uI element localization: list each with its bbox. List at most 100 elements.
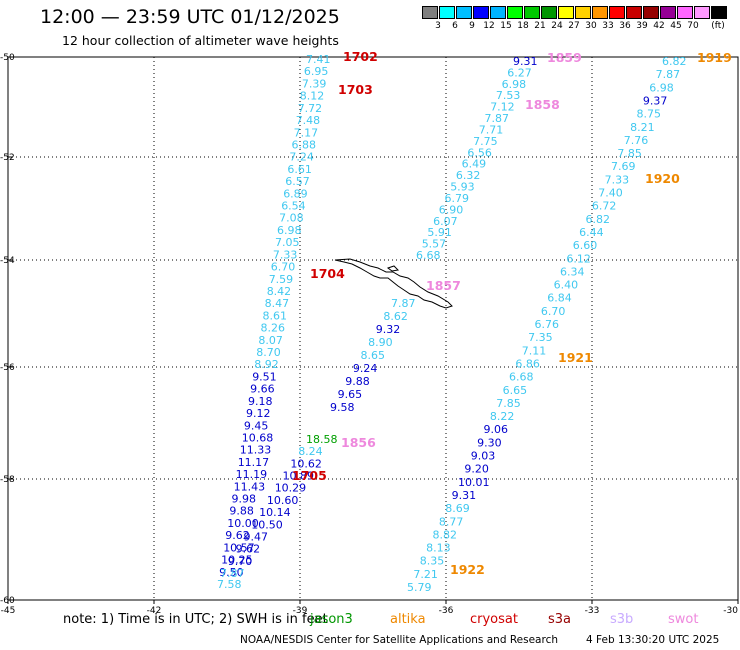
satellite-legend-item: cryosat [470,612,518,627]
wave-height-value: 9.32 [376,323,401,336]
wave-height-value: 10.62 [290,457,322,470]
wave-height-value: 9.58 [330,401,355,414]
wave-height-value: 6.82 [662,55,687,68]
wave-height-value: 8.12 [300,90,325,103]
wave-height-value: 10.57 [223,541,255,554]
wave-height-value: 6.68 [509,371,534,384]
colorbar-label: 18 [517,21,529,31]
wave-height-value: 7.87 [656,68,681,81]
wave-height-value: 6.44 [579,226,604,239]
colorbar-label: 12 [483,21,495,31]
wave-height-value: 9.45 [244,419,269,432]
wave-height-value: 9.12 [246,407,271,420]
wave-height-value: 9.18 [248,395,273,408]
wave-height-value: 6.65 [503,384,527,397]
wave-height-value: 7.40 [598,187,623,200]
wave-height-value: 5.91 [427,226,452,239]
wave-height-value: 6.79 [445,192,470,205]
latitude-label: -54 [0,256,15,266]
wave-height-value: 9.50 [219,566,244,579]
satellite-legend-item: s3b [610,612,634,627]
colorbar-swatch [677,6,693,19]
wave-height-value: 8.26 [261,322,286,335]
wave-height-value: 9.24 [353,362,378,375]
wave-height-value: 7.58 [217,578,242,591]
wave-height-value: 6.88 [292,139,317,152]
wave-height-value: 7.87 [220,567,245,580]
colorbar-swatch [711,6,727,19]
wave-height-value: 6.84 [547,292,572,305]
wave-height-value: 6.07 [433,215,458,228]
longitude-label: -30 [723,606,738,616]
colorbar-label: 24 [551,21,563,31]
wave-height-value: 9.98 [232,493,257,506]
wave-height-value: 6.12 [566,252,591,265]
wave-height-value: 8.77 [439,515,464,528]
wave-height-value: 9.37 [643,94,668,107]
wave-height-value: 8.35 [420,555,445,568]
wave-height-value: 7.17 [294,126,319,139]
wave-height-value: 10.25 [221,554,253,567]
chart-subtitle: 12 hour collection of altimeter wave hei… [62,33,339,48]
wave-height-value: 6.56 [467,146,492,159]
wave-height-value: 6.40 [554,279,579,292]
wave-height-value: 7.59 [269,273,294,286]
wave-height-value: 8.70 [256,346,281,359]
altimeter-track: 6.827.876.989.378.758.217.767.857.697.33… [407,55,687,594]
wave-height-value: 11.17 [238,456,270,469]
wave-height-value: 9.66 [250,383,275,396]
colorbar-swatch [592,6,608,19]
wave-height-value: 8.92 [254,358,278,371]
footer-note: note: 1) Time is in UTC; 2) SWH is in fe… [63,612,328,627]
wave-height-value: 6.49 [462,158,487,171]
altimeter-track: 18.588.2410.6210.8910.2910.6010.1410.509… [220,433,338,580]
satellite-legend-item: swot [668,612,699,627]
wave-height-value: 9.47 [244,531,269,544]
pass-time-labels: 1702 1703 1704 1705 1856 1857 1858 1859 1919 1920… [292,49,732,577]
wave-height-value: 7.41 [306,53,331,66]
wave-height-value: 9.31 [452,489,477,502]
wave-height-value: 7.08 [279,212,304,225]
wave-height-value: 8.42 [267,285,292,298]
wave-height-value: 8.61 [263,309,288,322]
wave-height-value: 6.89 [283,187,308,200]
longitude-label: -42 [147,606,162,616]
wave-height-value: 6.61 [287,163,312,176]
wave-height-value: 7.53 [496,89,521,102]
colorbar-label: 36 [619,21,631,31]
latitude-label: -58 [0,475,15,485]
wave-height-value: 18.58 [306,433,338,446]
wave-height-value: 7.72 [298,102,323,115]
wave-height-value: 8.90 [368,336,393,349]
colorbar-swatch [694,6,710,19]
wave-height-value: 5.57 [422,238,447,251]
wave-height-value: 8.13 [426,542,451,555]
colorbar-label: 30 [585,21,597,31]
wave-height-value: 7.85 [617,147,642,160]
latitude-label: -60 [0,596,15,606]
wave-height-value: 10.89 [283,470,315,483]
wave-height-value: 7.85 [496,397,521,410]
wave-height-value: 6.76 [535,318,560,331]
pass-time-label: 1922 [450,562,485,577]
wave-height-value: 9.03 [471,450,496,463]
wave-height-value: 5.93 [450,181,475,194]
latitude-label: -52 [0,153,15,163]
wave-height-value: 6.57 [285,175,310,188]
wave-height-value: 10.68 [242,432,273,445]
wave-height-value: 9.30 [477,436,502,449]
generation-timestamp: 4 Feb 13:30:20 UTC 2025 [586,634,720,646]
altimeter-tracks: 7.416.957.398.127.727.487.176.887.246.61… [217,53,687,594]
pass-time-label: 1705 [292,468,327,483]
latitude-label: -50 [0,53,15,63]
wave-height-value: 8.07 [258,334,283,347]
colorbar-label: 27 [568,21,580,31]
wave-height-value: 5.79 [407,581,432,594]
wave-height-value: 7.21 [413,568,438,581]
colorbar-label: 70 [687,21,699,31]
colorbar-label: 39 [636,21,648,31]
wave-height-value: 8.21 [630,121,655,134]
wave-height-value: 6.34 [560,265,585,278]
wave-height-value: 10.60 [267,494,299,507]
colorbar-label: 33 [602,21,614,31]
